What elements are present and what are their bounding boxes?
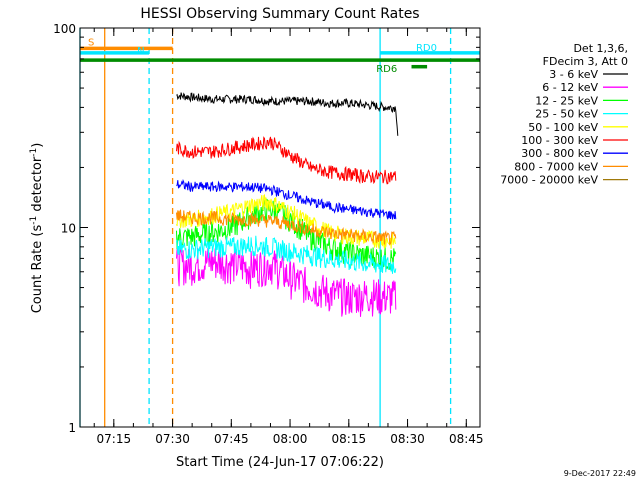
- x-tick-label-5: 08:30: [390, 432, 425, 446]
- legend-label-8: 7000 - 20000 keV: [500, 174, 598, 187]
- legend-header-line-2: FDecim 3, Att 0: [543, 55, 628, 68]
- legend-header-line-1: Det 1,3,6,: [573, 42, 628, 55]
- series-line-1: [176, 247, 397, 317]
- x-tick-label-3: 08:00: [273, 432, 308, 446]
- series-line-3: [176, 235, 397, 274]
- x-tick-label-6: 08:45: [449, 432, 484, 446]
- series-line-5: [176, 136, 397, 185]
- annotation-bars: S N RD0 RD6: [80, 37, 480, 75]
- annotation-label-n: N: [137, 46, 144, 57]
- legend-label-7: 800 - 7000 keV: [514, 160, 598, 173]
- y-tick-label-2: 100: [53, 22, 76, 36]
- vertical-markers: [79, 28, 452, 427]
- legend-label-5: 100 - 300 keV: [521, 134, 598, 147]
- x-tick-label-1: 07:30: [155, 432, 190, 446]
- y-axis-label: Count Rate (s-1 detector-1): [29, 143, 45, 314]
- annotation-label-rd6: RD6: [376, 64, 397, 75]
- y-tick-label-1: 10: [61, 222, 76, 236]
- chart-title: HESSI Observing Summary Count Rates: [140, 6, 419, 22]
- legend-label-2: 12 - 25 keV: [535, 94, 598, 107]
- series-line-6: [176, 179, 397, 220]
- x-tick-label-4: 08:15: [332, 432, 367, 446]
- y-axis-ticks: 1 10 100: [53, 22, 480, 435]
- series-line-7: [176, 209, 397, 246]
- legend-label-1: 6 - 12 keV: [542, 81, 598, 94]
- x-tick-label-0: 07:15: [97, 432, 132, 446]
- x-tick-label-2: 07:45: [214, 432, 249, 446]
- annotation-label-rd0: RD0: [416, 43, 437, 54]
- y-tick-label-0: 1: [68, 421, 76, 435]
- series-line-0: [176, 92, 399, 136]
- legend-label-3: 25 - 50 keV: [535, 108, 598, 121]
- x-axis-label: Start Time (24-Jun-17 07:06:22): [176, 455, 384, 470]
- legend-label-0: 3 - 6 keV: [549, 68, 598, 81]
- series-line-4: [176, 194, 397, 249]
- x-axis-ticks: 07:15 07:30 07:45 08:00 08:15 08:30 08:45: [93, 28, 484, 446]
- legend-label-6: 300 - 800 keV: [521, 147, 598, 160]
- legend-label-4: 50 - 100 keV: [528, 121, 598, 134]
- generated-date: 9-Dec-2017 22:49: [564, 469, 636, 478]
- data-series: [176, 92, 399, 317]
- annotation-label-s: S: [88, 37, 94, 48]
